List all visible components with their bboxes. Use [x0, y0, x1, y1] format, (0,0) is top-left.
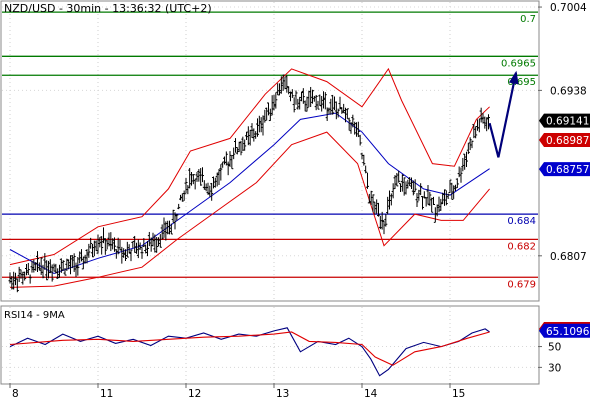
level-label: 0.679	[507, 279, 536, 290]
forecast-arrow-line	[488, 72, 518, 158]
forecast-arrow-head	[508, 70, 519, 85]
rsi-badge-bg	[539, 323, 590, 338]
moving-average	[9, 112, 490, 275]
bollinger-bands	[9, 67, 490, 288]
rsi-tick-label: 30	[548, 362, 561, 374]
level-label: 0.6965	[501, 58, 536, 69]
level-label: 0.682	[507, 241, 536, 252]
price-badge-bg	[539, 162, 590, 177]
rsi-line	[9, 327, 490, 377]
chart-title: NZD/USD - 30min - 13:36:32 (UTC+2)	[4, 2, 212, 15]
date-tick-label: 15	[452, 388, 465, 400]
price-badge: 0.68757	[546, 164, 589, 176]
price-tick-label: 0.7004	[550, 2, 587, 14]
price-bars	[8, 74, 490, 293]
date-tick-label: 8	[12, 388, 19, 400]
rsi-lines	[9, 327, 490, 377]
price-badge-bg	[539, 133, 590, 147]
rsi-badge: 65.1096	[546, 326, 590, 338]
axis-labels: 0.7004 0.6938 0.6807 50 30 8 11 12 13 14 15 0.69141…	[9, 2, 590, 400]
forecast-arrow	[488, 70, 519, 158]
moving-average-line	[9, 112, 490, 275]
rsi-title: RSI14 - 9MA	[4, 310, 65, 321]
price-tick-label: 0.6938	[550, 85, 587, 97]
bollinger-lower-line	[9, 131, 490, 288]
rsi-panel-frame	[0, 305, 540, 385]
level-label: 0.7	[520, 14, 536, 25]
price-badge: 0.69141	[546, 116, 589, 128]
rsi-tick-label: 50	[548, 342, 561, 354]
level-label: 0.684	[507, 216, 536, 227]
date-tick-label: 12	[188, 388, 201, 400]
bollinger-upper-line	[9, 67, 490, 266]
price-panel-frame	[0, 0, 540, 302]
grid	[2, 2, 538, 383]
date-tick-label: 14	[364, 388, 378, 400]
level-label: 0.695	[507, 77, 536, 88]
date-tick-label: 13	[276, 388, 289, 400]
price-tick-label: 0.6807	[550, 251, 587, 263]
horizontal-levels: 0.7 0.6965 0.695 0.684 0.682 0.679	[2, 11, 538, 290]
date-tick-label: 11	[100, 388, 113, 400]
price-badge: 0.68987	[546, 135, 589, 147]
price-badge-bg	[539, 113, 590, 128]
rsi-ma-line	[9, 331, 490, 366]
